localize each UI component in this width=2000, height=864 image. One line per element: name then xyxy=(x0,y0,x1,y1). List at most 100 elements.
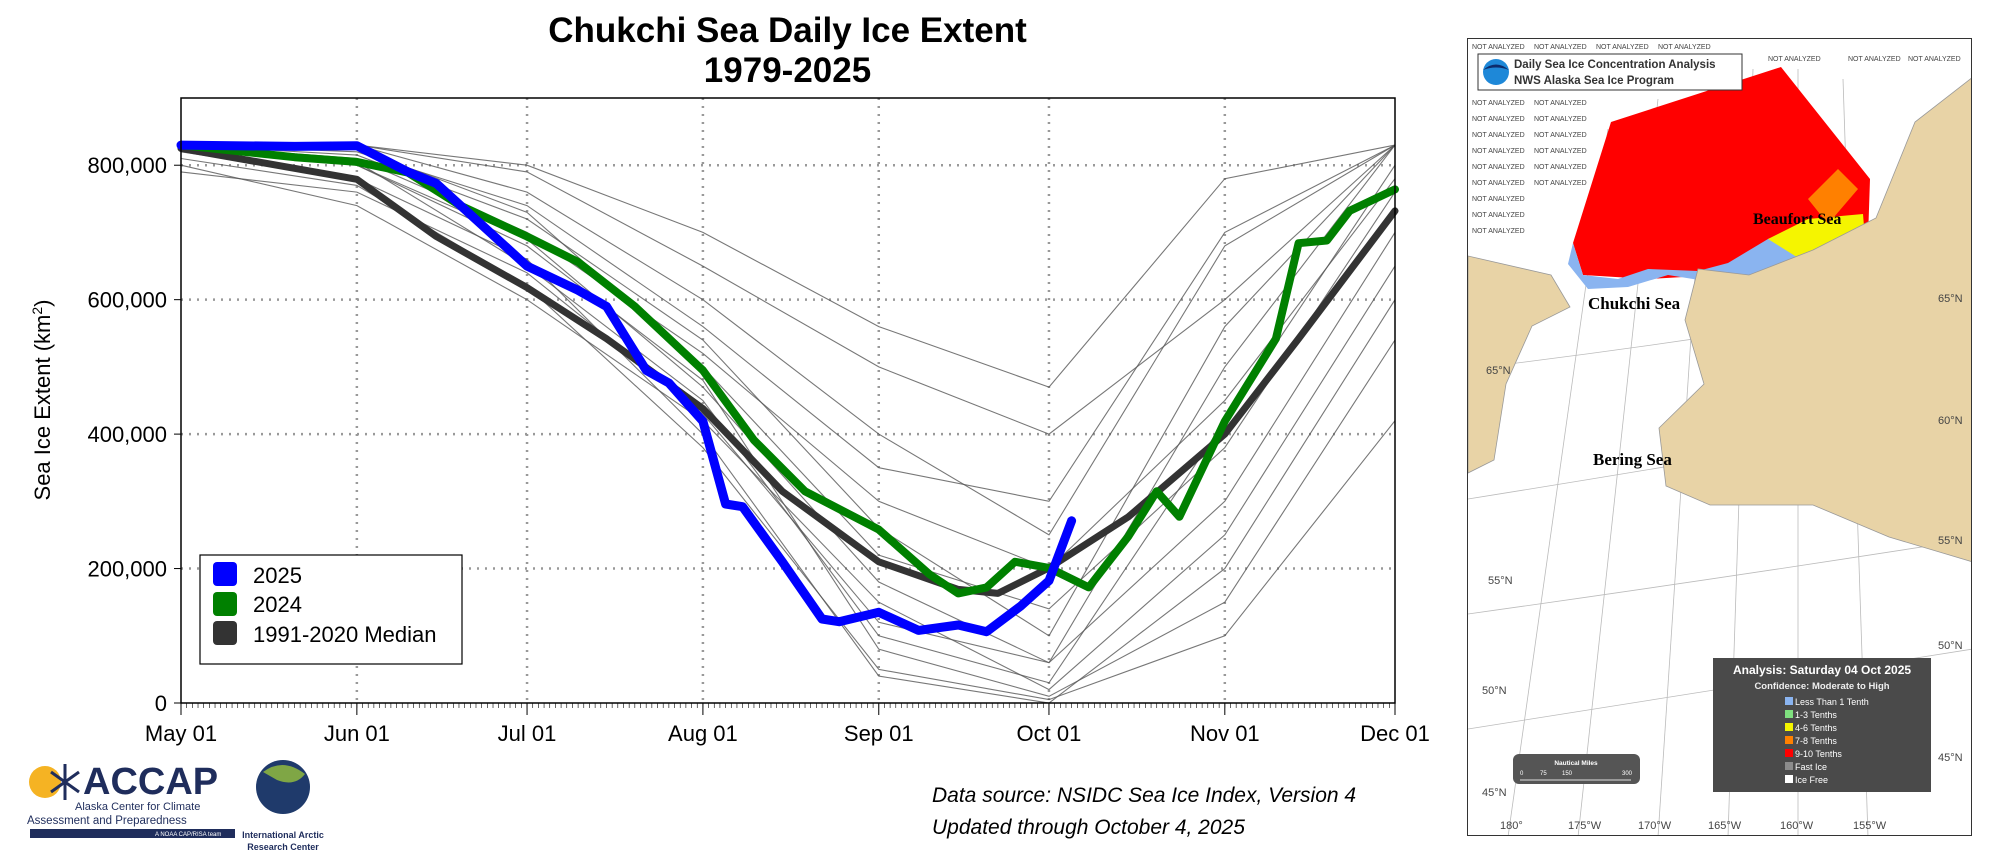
other-year-line xyxy=(180,144,1396,610)
y-tick-label: 400,000 xyxy=(87,422,167,447)
x-tick-label: Oct 01 xyxy=(1017,721,1082,746)
legend-swatch xyxy=(1785,710,1793,718)
bering-sea-label: Bering Sea xyxy=(1593,450,1672,469)
noaa-logo-icon xyxy=(1483,59,1509,85)
latitude-labels: 65°N 55°N 50°N 45°N 65°N 60°N 55°N 50°N … xyxy=(1482,293,1963,799)
svg-text:Alaska Center for Climate: Alaska Center for Climate xyxy=(75,801,200,813)
x-tick-label: Aug 01 xyxy=(668,721,738,746)
not-analyzed-text: NOT ANALYZED xyxy=(1472,116,1525,123)
chukchi-sea-label: Chukchi Sea xyxy=(1588,294,1681,313)
svg-text:Nautical Miles: Nautical Miles xyxy=(1554,760,1598,767)
y-tick-label: 0 xyxy=(155,691,167,716)
ice-7-8-region xyxy=(1808,169,1858,224)
svg-text:65°N: 65°N xyxy=(1938,293,1963,305)
legend-label: 9-10 Tenths xyxy=(1795,749,1842,759)
svg-text:ACCAP: ACCAP xyxy=(83,761,218,803)
alaska-land xyxy=(1658,78,1971,562)
svg-text:55°N: 55°N xyxy=(1938,535,1963,547)
svg-text:Confidence: Moderate to High: Confidence: Moderate to High xyxy=(1754,681,1889,692)
legend-swatch-2025 xyxy=(213,562,237,586)
y-axis-label: Sea Ice Extent (km2) xyxy=(29,300,55,501)
svg-text:180°: 180° xyxy=(1500,820,1523,832)
legend-label-2024: 2024 xyxy=(253,592,302,617)
svg-text:160°W: 160°W xyxy=(1780,820,1814,832)
legend-label-2025: 2025 xyxy=(253,563,302,588)
other-year-line xyxy=(181,144,1396,435)
svg-text:NWS Alaska Sea Ice Program: NWS Alaska Sea Ice Program xyxy=(1514,75,1674,87)
svg-text:45°N: 45°N xyxy=(1482,787,1507,799)
svg-text:45°N: 45°N xyxy=(1938,752,1963,764)
sun-icon xyxy=(29,766,61,798)
not-analyzed-text: NOT ANALYZED xyxy=(1768,56,1821,63)
not-analyzed-text: NOT ANALYZED xyxy=(1534,132,1587,139)
not-analyzed-text: NOT ANALYZED xyxy=(1534,44,1587,51)
svg-text:Daily Sea Ice Concentration An: Daily Sea Ice Concentration Analysis xyxy=(1514,59,1716,71)
not-analyzed-text: NOT ANALYZED xyxy=(1472,44,1525,51)
data-source-text: Data source: NSIDC Sea Ice Index, Versio… xyxy=(932,784,1357,807)
sea-ice-map: NOT ANALYZED NOT ANALYZED NOT ANALYZED NOT … xyxy=(1467,38,1972,836)
not-analyzed-text: NOT ANALYZED xyxy=(1908,56,1961,63)
x-tick-label: May 01 xyxy=(145,721,217,746)
updated-text: Updated through October 4, 2025 xyxy=(932,816,1245,839)
svg-text:50°N: 50°N xyxy=(1482,685,1507,697)
svg-text:0: 0 xyxy=(1520,771,1524,777)
svg-text:A NOAA CAP/RISA team: A NOAA CAP/RISA team xyxy=(155,832,221,838)
svg-text:170°W: 170°W xyxy=(1638,820,1672,832)
x-tick-label: Jun 01 xyxy=(324,721,390,746)
ice-extent-chart: 0 200,000 400,000 600,000 800,000 May 01 Jun 0… xyxy=(29,97,1430,746)
not-analyzed-text: NOT ANALYZED xyxy=(1472,164,1525,171)
other-year-line xyxy=(181,144,1396,388)
legend-label: Less Than 1 Tenth xyxy=(1795,697,1869,707)
not-analyzed-text: NOT ANALYZED xyxy=(1534,116,1587,123)
y-tick-label: 600,000 xyxy=(87,288,167,313)
not-analyzed-text: NOT ANALYZED xyxy=(1472,180,1525,187)
not-analyzed-text: NOT ANALYZED xyxy=(1658,44,1711,51)
russia-land xyxy=(1468,255,1571,474)
y-tick-label: 200,000 xyxy=(87,557,167,582)
x-tick-label: Dec 01 xyxy=(1360,721,1430,746)
svg-text:Analysis: Saturday 04 Oct 2025: Analysis: Saturday 04 Oct 2025 xyxy=(1733,663,1911,677)
series-line-1991-2020-median xyxy=(177,144,1399,597)
map-legend: Analysis: Saturday 04 Oct 2025 Confidenc… xyxy=(1713,658,1931,792)
not-analyzed-text: NOT ANALYZED xyxy=(1472,212,1525,219)
beaufort-sea-label: Beaufort Sea xyxy=(1753,211,1841,228)
chart-title: Chukchi Sea Daily Ice Extent xyxy=(548,11,1027,50)
chart-subtitle: 1979-2025 xyxy=(703,51,872,90)
not-analyzed-text: NOT ANALYZED xyxy=(1534,164,1587,171)
svg-text:150: 150 xyxy=(1562,771,1573,777)
legend-swatch xyxy=(1785,775,1793,783)
x-tick-label: Sep 01 xyxy=(844,721,914,746)
legend-swatch-2024 xyxy=(213,592,237,616)
legend-swatch xyxy=(1785,697,1793,705)
not-analyzed-text: NOT ANALYZED xyxy=(1472,132,1525,139)
longitude-labels: 180° 175°W 170°W 165°W 160°W 155°W xyxy=(1500,820,1887,832)
legend-swatch-median xyxy=(213,621,237,645)
snowflake-icon xyxy=(50,764,80,800)
not-analyzed-text: NOT ANALYZED xyxy=(1472,100,1525,107)
svg-text:55°N: 55°N xyxy=(1488,575,1513,587)
not-analyzed-text: NOT ANALYZED xyxy=(1596,44,1649,51)
other-year-line xyxy=(180,144,1396,664)
accap-iarc-logos: ACCAP Alaska Center for Climate Assessme… xyxy=(27,760,324,852)
map-header: Daily Sea Ice Concentration Analysis NWS… xyxy=(1477,53,1743,91)
svg-text:International Arctic: International Arctic xyxy=(242,830,324,840)
legend-label: 7-8 Tenths xyxy=(1795,736,1837,746)
not-analyzed-text: NOT ANALYZED xyxy=(1472,148,1525,155)
legend: 2025 2024 1991-2020 Median xyxy=(199,554,463,665)
other-year-line xyxy=(181,144,1396,536)
series-line-2024 xyxy=(177,141,1399,598)
svg-text:300: 300 xyxy=(1622,771,1633,777)
other-year-line xyxy=(180,151,1396,704)
legend-swatch xyxy=(1785,762,1793,770)
legend-label-median: 1991-2020 Median xyxy=(253,622,436,647)
not-analyzed-text: NOT ANALYZED xyxy=(1534,100,1587,107)
other-year-line xyxy=(180,144,1396,684)
svg-text:Assessment and Preparedness: Assessment and Preparedness xyxy=(27,815,187,827)
not-analyzed-text: NOT ANALYZED xyxy=(1472,196,1525,203)
svg-text:60°N: 60°N xyxy=(1938,415,1963,427)
legend-label: 1-3 Tenths xyxy=(1795,710,1837,720)
svg-text:75: 75 xyxy=(1540,771,1547,777)
legend-swatch xyxy=(1785,736,1793,744)
not-analyzed-text: NOT ANALYZED xyxy=(1472,228,1525,235)
scale-bar: Nautical Miles 0 75 150 300 xyxy=(1513,754,1640,784)
